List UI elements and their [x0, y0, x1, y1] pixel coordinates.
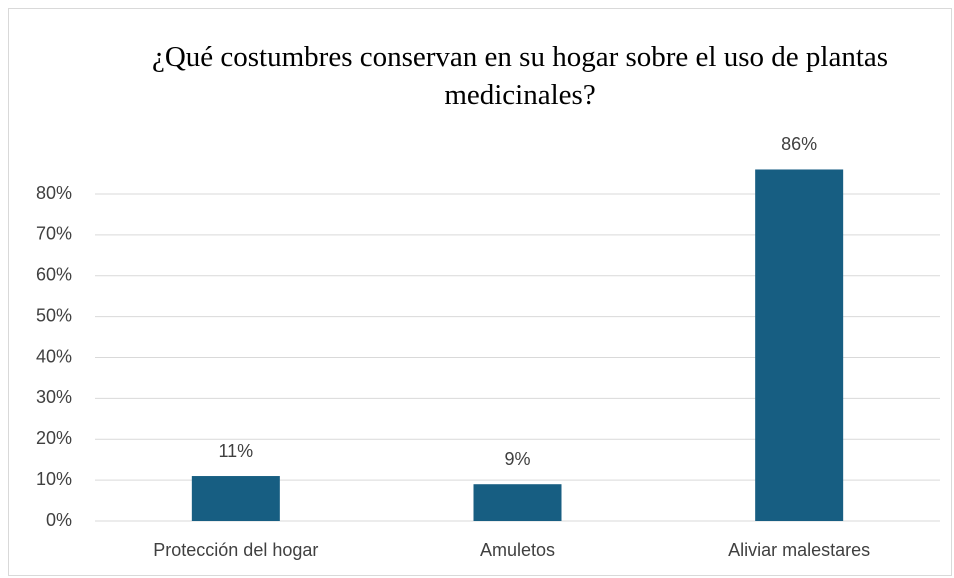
- x-tick-label: Amuletos: [480, 540, 555, 560]
- x-tick-label: Aliviar malestares: [728, 540, 870, 560]
- x-tick-label: Protección del hogar: [153, 540, 318, 560]
- y-tick-label: 70%: [36, 224, 72, 244]
- data-label: 11%: [218, 441, 253, 461]
- bar: [755, 169, 844, 521]
- data-label: 9%: [504, 449, 530, 469]
- y-tick-label: 50%: [36, 305, 72, 325]
- data-label: 86%: [781, 134, 817, 154]
- bar: [473, 484, 562, 521]
- chart-title: ¿Qué costumbres conservan en su hogar so…: [151, 41, 889, 111]
- y-tick-label: 80%: [36, 183, 72, 203]
- chart-frame: [8, 8, 952, 576]
- y-tick-label: 60%: [36, 265, 72, 285]
- y-tick-label: 20%: [36, 428, 72, 448]
- y-tick-label: 10%: [36, 469, 72, 489]
- y-tick-label: 0%: [46, 510, 72, 530]
- y-tick-label: 30%: [36, 387, 72, 407]
- bar: [191, 476, 280, 521]
- y-tick-label: 40%: [36, 346, 72, 366]
